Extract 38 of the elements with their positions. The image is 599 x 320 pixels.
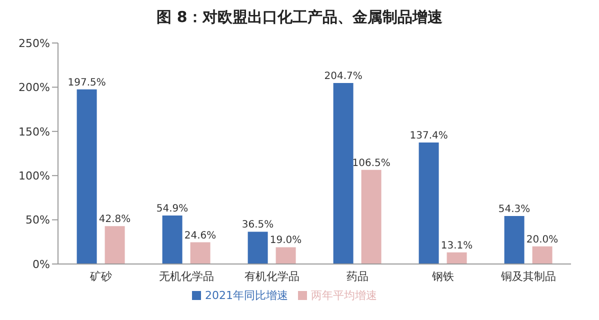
x-tick-label: 铜及其制品	[500, 270, 556, 283]
data-label: 204.7%	[324, 71, 362, 82]
y-tick-label: 100%	[18, 170, 50, 183]
data-label: 19.0%	[270, 235, 302, 246]
bar	[190, 242, 210, 264]
y-tick-label: 150%	[18, 125, 50, 138]
bar	[532, 246, 552, 264]
data-label: 42.8%	[98, 214, 131, 226]
bar	[162, 215, 182, 264]
legend-label: 2021年同比增速	[205, 289, 288, 302]
data-label: 36.5%	[242, 220, 274, 231]
data-label: 137.4%	[410, 130, 448, 142]
y-tick-label: 200%	[18, 81, 50, 94]
bar	[248, 232, 268, 264]
y-tick-label: 0%	[32, 258, 50, 271]
x-tick-label: 钢铁	[430, 270, 454, 283]
data-label: 197.5%	[68, 77, 106, 88]
x-tick-label: 无机化学品	[158, 270, 214, 283]
x-tick-label: 药品	[346, 270, 368, 283]
legend-label: 两年平均增速	[311, 289, 377, 302]
bar	[104, 226, 125, 264]
chart-title: 图 8：对欧盟出口化工产品、金属制品增速	[156, 8, 444, 27]
bar	[446, 252, 467, 264]
bar	[504, 216, 524, 264]
y-tick-label: 50%	[26, 214, 50, 227]
data-label: 13.1%	[440, 240, 473, 252]
bar	[76, 89, 97, 264]
data-label: 24.6%	[184, 230, 216, 242]
bar	[361, 170, 382, 264]
x-tick-label: 有机化学品	[244, 270, 300, 283]
data-label: 54.3%	[498, 204, 530, 215]
bar	[333, 83, 354, 264]
bar	[418, 142, 439, 264]
x-tick-label: 矿砂	[88, 270, 112, 283]
bar	[276, 247, 296, 264]
data-label: 54.9%	[156, 203, 188, 214]
y-tick-label: 250%	[18, 36, 50, 50]
data-label: 20.0%	[526, 234, 558, 246]
